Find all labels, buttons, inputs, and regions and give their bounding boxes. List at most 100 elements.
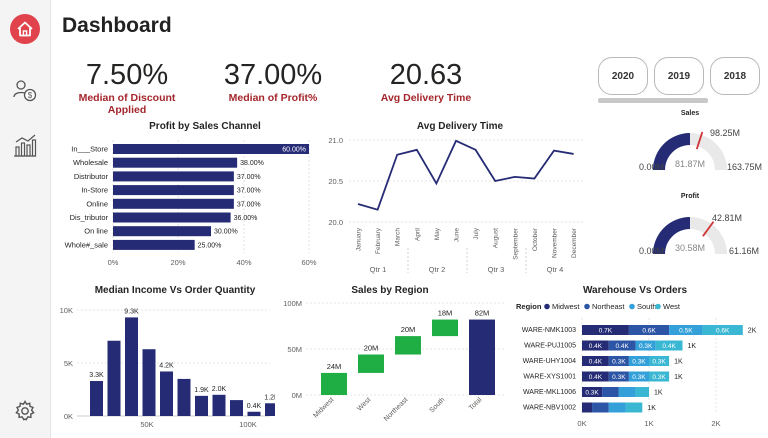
y-tick: 20.0 [328,218,343,227]
bar-segment[interactable] [628,356,649,366]
bar-segment[interactable] [592,402,609,413]
y-tick: 0M [292,391,302,400]
month-label: July [473,227,480,239]
region-chart: 100M 50M 0M 24M Midwest 20M West 20M Northeas… [283,299,505,423]
quarter-label: Qtr 4 [547,265,564,274]
warehouse-label: WARE-UHY1004 [523,358,577,365]
bar[interactable] [113,226,211,237]
gauge-title: Sales [681,110,699,117]
kpi-value: 20.63 [389,59,463,91]
segment-label: 0.4K [589,374,603,381]
bar-segment[interactable] [635,340,656,351]
bar-segment[interactable] [608,402,626,413]
segment-label: 0.4K [589,343,603,350]
y-tick: 10K [60,306,73,315]
kpi-label: Median of Profit% [228,92,318,104]
bar[interactable] [113,144,309,154]
year-slicer-scrollbar[interactable] [598,98,708,103]
bar-segment[interactable] [628,325,670,335]
x-tick: 1K [644,419,653,428]
delivery-title: Avg Delivery Time [416,121,504,132]
bar[interactable] [230,400,243,416]
bar-segment[interactable] [635,387,649,397]
bar-segment[interactable] [608,371,629,382]
bar[interactable] [469,319,495,395]
home-button[interactable] [6,10,44,48]
segment-label: 0.3K [632,358,646,365]
month-label: April [414,227,421,241]
data-label: 24M [327,362,342,371]
bar[interactable] [113,239,195,250]
bar-segment[interactable] [582,340,609,351]
x-tick: 60% [301,258,316,267]
bar[interactable] [90,381,103,416]
gauge-fill [653,217,690,254]
segment-label: 0.3K [585,389,599,396]
bar-segment[interactable] [582,356,609,366]
bar-segment[interactable] [669,325,703,335]
gauge-min: 0.00M [639,246,664,256]
gauge-max: 163.75M [727,162,762,172]
bar-segment[interactable] [649,371,670,382]
bar-segment[interactable] [628,371,649,382]
bar[interactable] [212,394,226,416]
category-label: Northeast [383,396,409,422]
bar-segment[interactable] [702,325,743,335]
category-label: In___Store [71,145,108,154]
warehouse-label: WARE-PUJ1005 [524,343,576,350]
segment-label: 0.3K [612,358,626,365]
bar[interactable] [321,372,347,395]
analytics-button[interactable] [6,126,44,164]
category-label: Dis_tributor [70,213,109,222]
settings-button[interactable] [6,392,44,430]
delivery-line [357,139,574,211]
bar[interactable] [432,319,458,337]
y-tick: 5K [64,359,73,368]
month-label: February [375,227,382,254]
warehouse-label: WARE-NBV1002 [523,405,576,412]
gauge-title: Profit [681,193,700,200]
bar[interactable] [358,354,384,373]
bar[interactable] [113,171,234,182]
quarter-label: Qtr 1 [370,265,387,274]
bar-segment[interactable] [655,340,683,351]
gauge-target [702,221,715,237]
gauge-value: 81.87M [675,159,705,169]
bar[interactable] [395,336,421,355]
customer-button[interactable]: $ [6,72,44,110]
bar[interactable] [125,317,138,416]
month-label: September [512,227,519,260]
bar[interactable] [247,411,261,416]
legend-label: West [663,302,681,311]
bar[interactable] [265,403,275,416]
data-label: 20M [401,325,416,334]
bar-segment[interactable] [582,387,603,397]
home-icon [10,14,40,44]
year-2020-button[interactable]: 2020 [598,57,648,95]
bar-segment[interactable] [602,387,619,397]
bar-segment[interactable] [625,402,643,413]
bar[interactable] [113,212,231,223]
bar[interactable] [195,395,208,416]
year-2018-button[interactable]: 2018 [710,57,760,95]
bar[interactable] [113,185,234,196]
bar[interactable] [142,349,156,416]
bar-segment[interactable] [582,371,609,382]
y-tick: 21.0 [328,136,343,145]
segment-label: 0.3K [652,374,666,381]
year-2019-button[interactable]: 2019 [654,57,704,95]
bar[interactable] [113,157,238,168]
bar-segment[interactable] [649,356,670,366]
bar-segment[interactable] [608,340,636,351]
bar-segment[interactable] [608,356,629,366]
segment-label: 0.6K [716,327,730,334]
bar-segment[interactable] [582,402,593,413]
data-label: 2.0K [212,386,227,393]
bar[interactable] [160,371,173,416]
legend-title: Region [516,302,542,311]
bar[interactable] [113,198,234,209]
bar-segment[interactable] [582,325,629,335]
bar[interactable] [107,340,121,416]
bar[interactable] [177,378,191,416]
bar-segment[interactable] [618,387,636,397]
